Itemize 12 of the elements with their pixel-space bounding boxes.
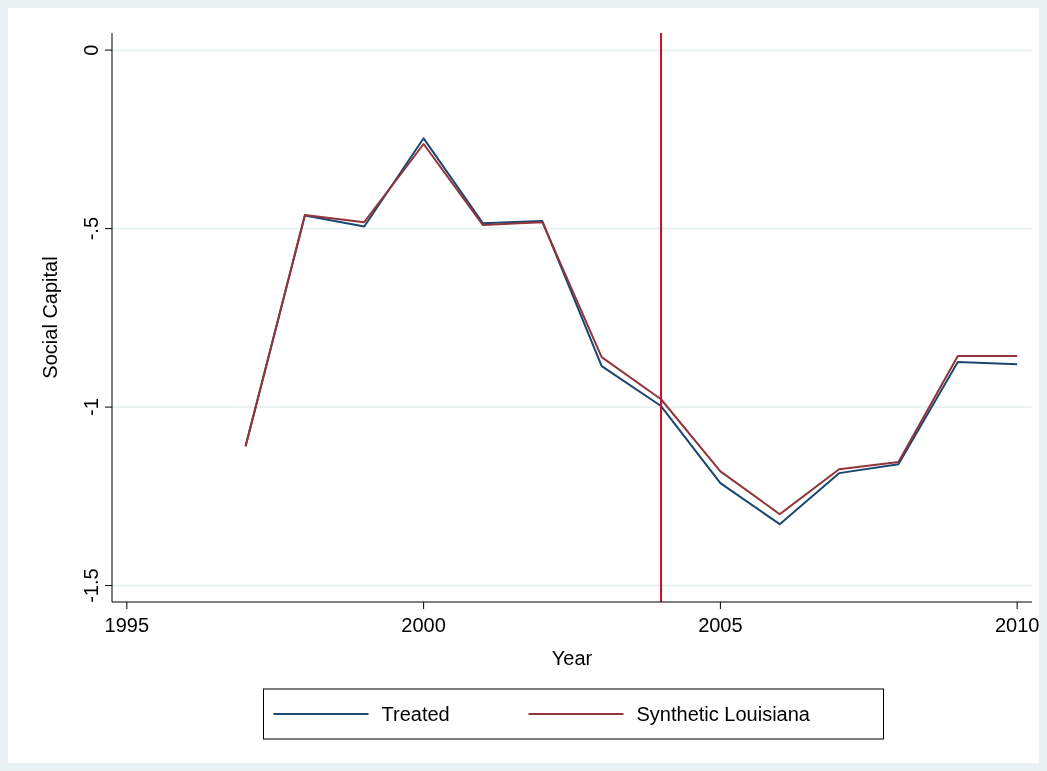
y-tick-label: -1.5 bbox=[80, 568, 102, 603]
x-axis-title: Year bbox=[551, 647, 593, 669]
x-tick-label: 1995 bbox=[104, 614, 150, 636]
x-tick-label: 2000 bbox=[401, 614, 446, 636]
y-tick-label: 0 bbox=[80, 44, 102, 56]
legend-label: Treated bbox=[381, 703, 450, 725]
x-tick-label: 2010 bbox=[994, 614, 1040, 636]
y-axis-title: Social Capital bbox=[39, 256, 61, 379]
y-tick-label: -1 bbox=[80, 398, 102, 416]
y-tick-label: -.5 bbox=[80, 216, 102, 241]
x-tick-label: 2005 bbox=[698, 614, 743, 636]
legend-label: Synthetic Louisiana bbox=[636, 703, 811, 725]
